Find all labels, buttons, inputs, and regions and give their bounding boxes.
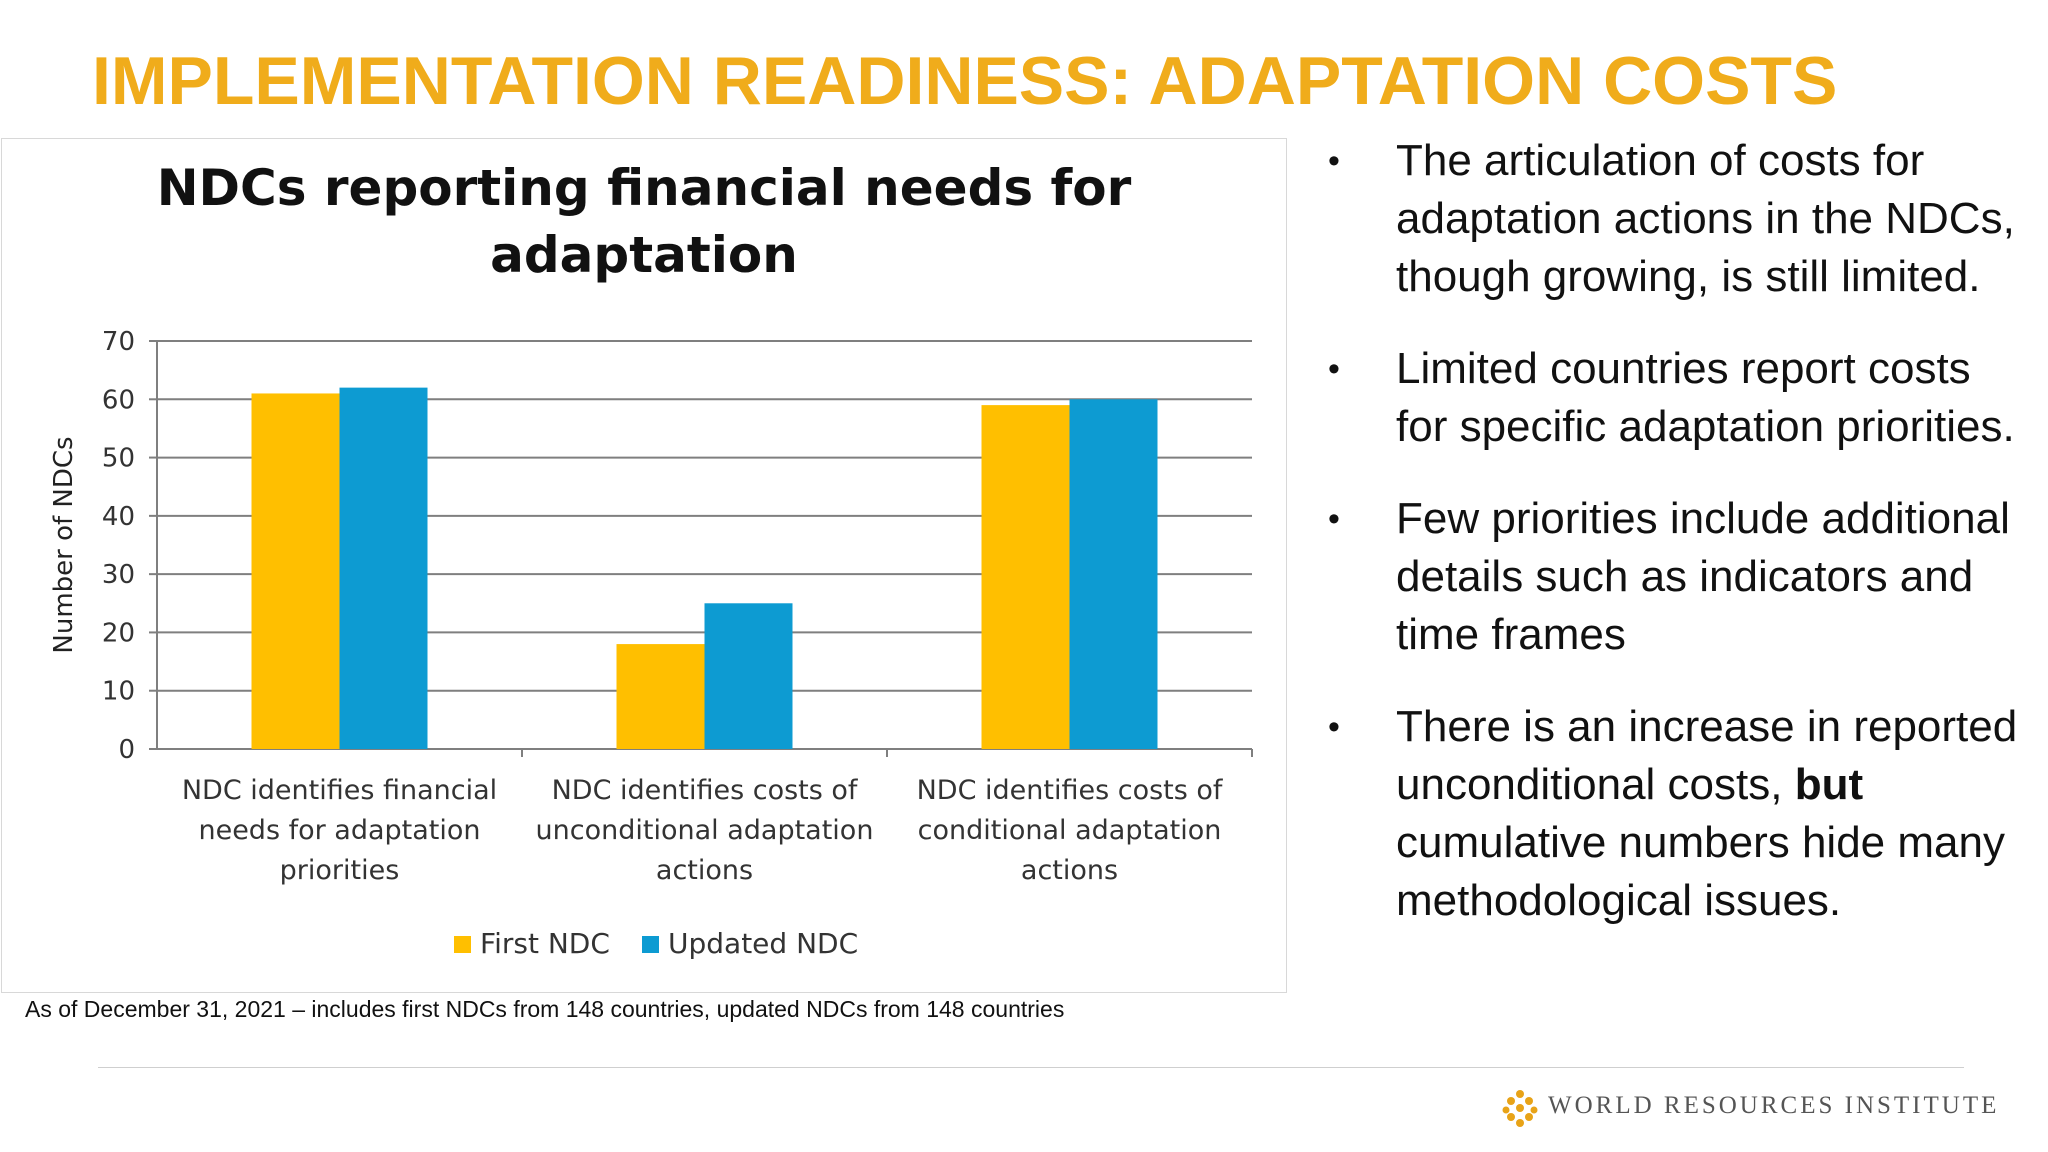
y-tick-label: 40 xyxy=(102,502,135,532)
bullet-text-bold: but xyxy=(1794,760,1864,809)
x-tick-label: unconditional adaptation xyxy=(536,815,874,846)
bullet-dot-icon: • xyxy=(1328,500,1340,538)
y-tick-label: 30 xyxy=(102,560,135,590)
y-tick-label: 0 xyxy=(118,735,135,765)
bar xyxy=(251,393,340,749)
chart-title-line: NDCs reporting financial needs for xyxy=(157,159,1132,217)
x-tick-label: conditional adaptation xyxy=(918,815,1222,846)
x-tick-label: priorities xyxy=(280,855,400,886)
chart-title-line: adaptation xyxy=(490,226,798,284)
bar xyxy=(616,644,705,749)
y-axis-label: Number of NDCs xyxy=(49,436,79,653)
chart-footnote: As of December 31, 2021 – includes first… xyxy=(25,996,1065,1022)
wri-logo: WORLD RESOURCES INSTITUTE xyxy=(1500,1088,1996,1128)
bullet-item: • The articulation of costs for adaptatio… xyxy=(1320,132,2020,306)
wri-logo-text: WORLD RESOURCES INSTITUTE xyxy=(1548,1092,2000,1119)
y-tick-label: 70 xyxy=(102,327,135,357)
footer-divider xyxy=(98,1067,1964,1068)
x-tick-label: actions xyxy=(1021,855,1118,886)
bullet-dot-icon: • xyxy=(1328,708,1340,746)
bullet-text: Few priorities include additional detail… xyxy=(1396,494,2010,659)
x-tick-label: needs for adaptation xyxy=(198,815,480,846)
bullet-item: • Few priorities include additional detai… xyxy=(1320,490,2020,664)
bullet-item: • There is an increase in reported uncond… xyxy=(1320,698,2020,930)
legend-swatch xyxy=(454,936,471,953)
y-tick-label: 60 xyxy=(102,385,135,415)
y-tick-label: 20 xyxy=(102,618,135,648)
x-tick-label: NDC identifies costs of xyxy=(552,775,859,806)
y-tick-label: 10 xyxy=(102,677,135,707)
x-tick-label: NDC identifies costs of xyxy=(917,775,1224,806)
bar xyxy=(1069,399,1158,749)
bullet-list: • The articulation of costs for adaptatio… xyxy=(1320,132,2020,964)
bullet-text-post: cumulative numbers hide many methodologi… xyxy=(1396,818,2005,925)
x-tick-label: NDC identifies financial xyxy=(182,775,497,806)
legend-swatch xyxy=(642,936,659,953)
legend-label: Updated NDC xyxy=(668,927,858,960)
bullet-text-pre: There is an increase in reported uncondi… xyxy=(1396,702,2018,809)
bar xyxy=(981,405,1070,749)
bullet-dot-icon: • xyxy=(1328,142,1340,180)
bullet-text: The articulation of costs for adaptation… xyxy=(1396,136,2015,301)
x-tick-label: actions xyxy=(656,855,753,886)
chart-panel: NDCs reporting financial needs for adapta… xyxy=(1,138,1287,993)
bar-chart: NDCs reporting financial needs for adapta… xyxy=(49,159,1253,960)
bar xyxy=(704,603,793,749)
y-tick-label: 50 xyxy=(102,444,135,474)
bullet-item: • Limited countries report costs for spec… xyxy=(1320,340,2020,456)
slide-title: IMPLEMENTATION READINESS: ADAPTATION COS… xyxy=(92,43,1838,119)
bar xyxy=(339,387,428,749)
bullet-dot-icon: • xyxy=(1328,350,1340,388)
bullet-text: Limited countries report costs for speci… xyxy=(1396,344,2015,451)
legend-label: First NDC xyxy=(480,927,610,960)
wri-logo-icon xyxy=(1502,1090,1538,1127)
